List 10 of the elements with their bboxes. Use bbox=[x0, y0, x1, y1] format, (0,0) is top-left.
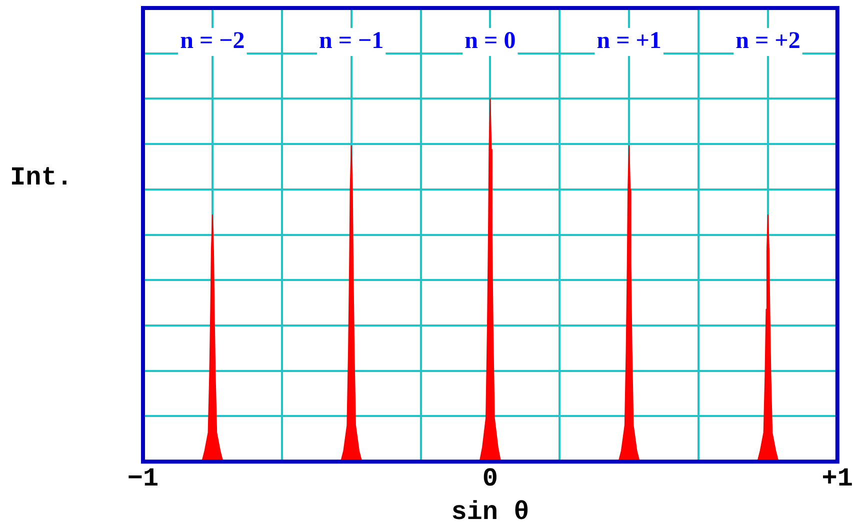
text: n = −2 bbox=[180, 28, 245, 54]
text: n = +1 bbox=[596, 28, 662, 54]
text: n = −1 bbox=[318, 28, 384, 54]
text: n = 0 bbox=[464, 28, 516, 54]
text: n = +2 bbox=[736, 28, 800, 54]
x-axis-title: sin θ bbox=[451, 496, 530, 527]
x-tick-label: 0 bbox=[482, 464, 498, 494]
x-tick-label: +1 bbox=[822, 464, 854, 494]
y-axis-title: Int. bbox=[10, 162, 72, 193]
x-tick-label: −1 bbox=[127, 464, 159, 494]
